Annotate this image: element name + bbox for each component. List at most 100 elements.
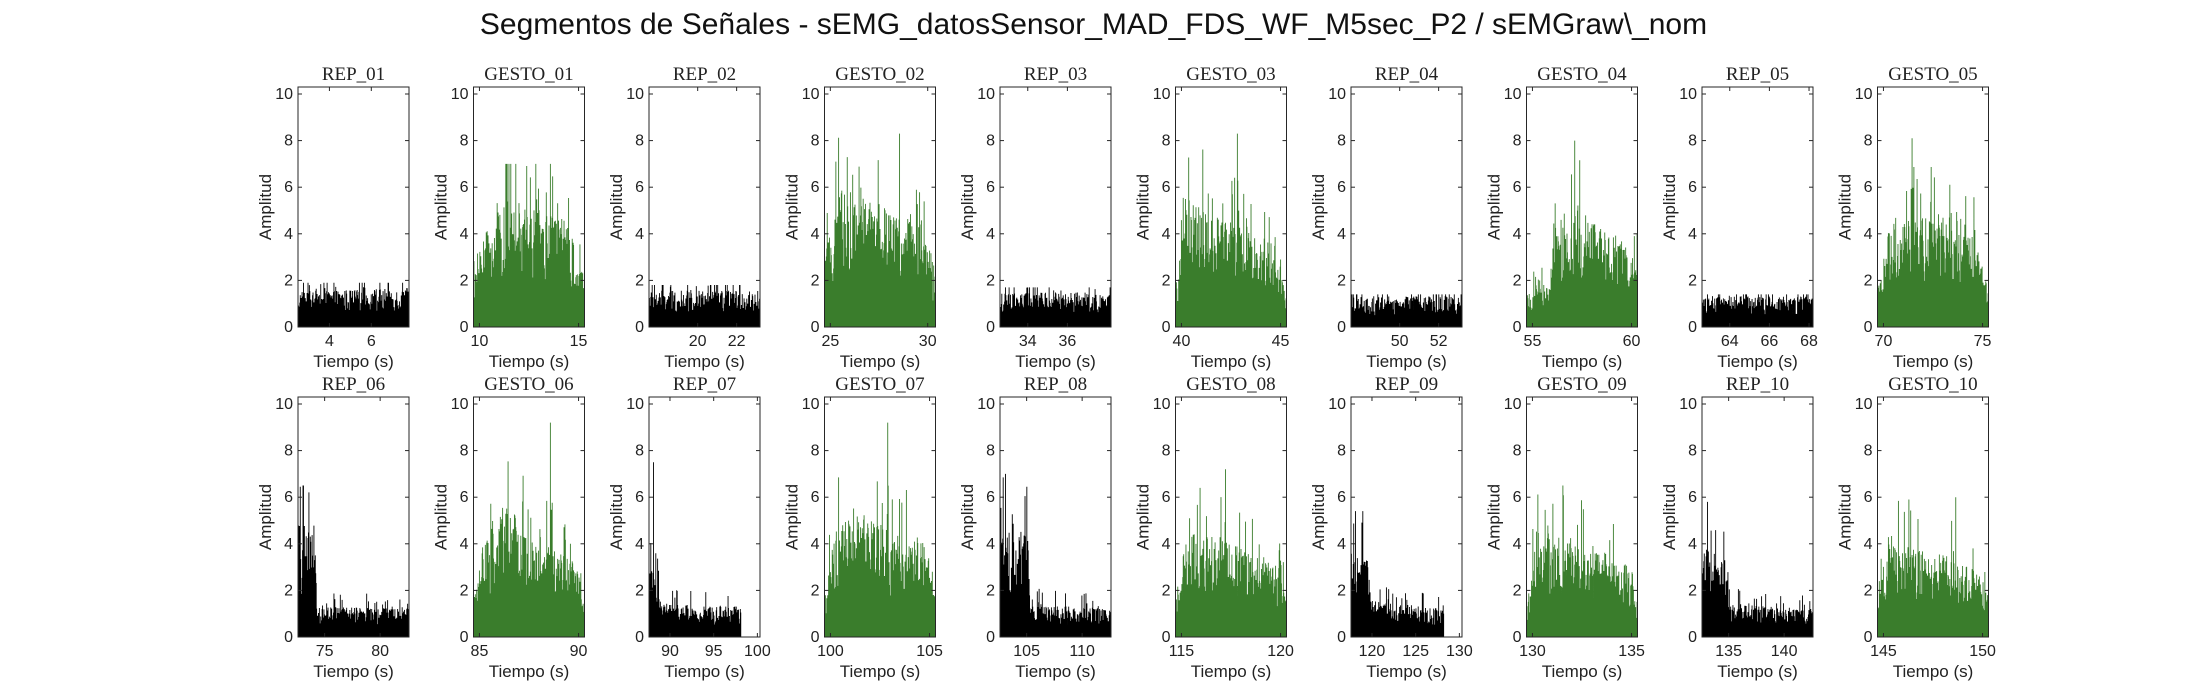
y-tick-label: 4 [1688, 536, 1697, 553]
x-axis-label: Tiempo (s) [664, 662, 745, 681]
axes-box [824, 396, 936, 638]
x-tick-label: 10 [471, 333, 489, 350]
y-axis-label: Amplitud [1134, 174, 1153, 240]
x-axis-label: Tiempo (s) [1366, 352, 1447, 371]
subplot-title: REP_03 [1024, 64, 1087, 85]
y-tick-label: 6 [1513, 489, 1522, 506]
signal-trace [648, 285, 761, 327]
y-tick-label: 6 [986, 179, 995, 196]
x-tick-label: 22 [728, 333, 746, 350]
y-tick-label: 6 [1864, 179, 1873, 196]
x-tick-label: 15 [570, 333, 588, 350]
x-tick-label: 120 [1359, 643, 1386, 660]
signal-trace [1701, 294, 1814, 327]
signal-trace [297, 485, 410, 637]
axes-box [999, 396, 1112, 638]
y-tick-label: 0 [1688, 319, 1697, 336]
y-tick-label: 10 [626, 396, 644, 413]
x-tick-label: 145 [1870, 643, 1897, 660]
subplot-gesto-04: 0 2 4 6 8 10 55 60 GESTO_04 Tiempo (s) Amplitud [1485, 64, 1641, 371]
y-axis-label: Amplitud [1485, 484, 1504, 550]
y-tick-label: 6 [1864, 489, 1873, 506]
y-tick-label: 10 [626, 86, 644, 103]
x-tick-label: 130 [1446, 643, 1473, 660]
x-tick-label: 80 [371, 643, 389, 660]
y-tick-label: 6 [460, 489, 469, 506]
subplot-rep-07: 0 2 4 6 8 10 90 95 100 REP_07 Tiempo (s) Amplitud [607, 374, 771, 681]
signal-trace [1350, 511, 1445, 637]
signal-trace [473, 163, 585, 327]
y-tick-label: 6 [1162, 179, 1171, 196]
y-tick-label: 4 [1864, 226, 1873, 243]
x-axis-label: Tiempo (s) [313, 662, 394, 681]
y-tick-label: 4 [986, 536, 995, 553]
y-tick-label: 4 [460, 536, 469, 553]
subplot-title: GESTO_09 [1537, 374, 1626, 395]
y-tick-label: 2 [460, 582, 469, 599]
y-axis-label: Amplitud [607, 484, 626, 550]
y-tick-label: 10 [1855, 86, 1873, 103]
y-tick-label: 0 [635, 629, 644, 646]
subplot-gesto-01: 0 2 4 6 8 10 10 15 GESTO_01 Tiempo (s) Amplitud [432, 64, 588, 371]
y-tick-label: 0 [284, 319, 293, 336]
x-tick-label: 100 [817, 643, 844, 660]
x-tick-label: 34 [1019, 333, 1037, 350]
y-tick-label: 0 [1162, 629, 1171, 646]
x-tick-label: 125 [1402, 643, 1429, 660]
x-tick-label: 70 [1875, 333, 1893, 350]
subplot-gesto-02: 0 2 4 6 8 10 25 30 GESTO_02 Tiempo (s) Amplitud [783, 64, 937, 371]
y-axis-label: Amplitud [1309, 174, 1328, 240]
axes-box [297, 86, 410, 328]
axes-box [1350, 396, 1463, 638]
y-tick-label: 2 [284, 582, 293, 599]
x-tick-label: 30 [919, 333, 937, 350]
y-tick-label: 10 [802, 396, 820, 413]
y-tick-label: 0 [284, 629, 293, 646]
signal-trace [1701, 501, 1814, 637]
y-tick-label: 10 [977, 396, 995, 413]
y-axis-label: Amplitud [1485, 174, 1504, 240]
x-tick-label: 90 [570, 643, 588, 660]
y-tick-label: 8 [635, 443, 644, 460]
y-tick-label: 8 [1864, 133, 1873, 150]
x-axis-label: Tiempo (s) [840, 662, 921, 681]
x-axis-label: Tiempo (s) [1893, 352, 1974, 371]
y-tick-label: 0 [1162, 319, 1171, 336]
y-tick-label: 6 [986, 489, 995, 506]
y-tick-label: 4 [811, 536, 820, 553]
y-tick-label: 2 [1337, 272, 1346, 289]
y-tick-label: 2 [811, 582, 820, 599]
x-tick-label: 135 [1618, 643, 1645, 660]
y-tick-label: 4 [635, 226, 644, 243]
y-tick-label: 4 [811, 226, 820, 243]
y-tick-label: 6 [1162, 489, 1171, 506]
y-tick-label: 8 [1513, 133, 1522, 150]
x-axis-label: Tiempo (s) [1366, 662, 1447, 681]
x-tick-label: 40 [1173, 333, 1191, 350]
axes-box [473, 396, 585, 638]
x-axis-label: Tiempo (s) [1015, 662, 1096, 681]
subplot-title: GESTO_10 [1888, 374, 1977, 395]
x-tick-label: 85 [471, 643, 489, 660]
y-tick-label: 8 [1864, 443, 1873, 460]
subplot-gesto-05: 0 2 4 6 8 10 70 75 GESTO_05 Tiempo (s) Amplitud [1836, 64, 1992, 371]
x-tick-label: 4 [325, 333, 334, 350]
subplot-gesto-10: 0 2 4 6 8 10 145 150 GESTO_10 Tiempo (s) Amplitud [1836, 374, 1996, 681]
x-tick-label: 20 [689, 333, 707, 350]
y-tick-label: 6 [1337, 179, 1346, 196]
x-tick-label: 110 [1069, 643, 1095, 660]
y-tick-label: 2 [1688, 582, 1697, 599]
axes-box [1701, 86, 1814, 328]
y-tick-label: 4 [460, 226, 469, 243]
signal-trace [1350, 294, 1463, 327]
subplot-gesto-08: 0 2 4 6 8 10 115 120 GESTO_08 Tiempo (s) Amplitud [1134, 374, 1294, 681]
subplot-rep-01: 0 2 4 6 8 10 4 6 REP_01 Tiempo (s) Amplitud [256, 64, 410, 371]
axes-box [1526, 396, 1638, 638]
x-axis-label: Tiempo (s) [1717, 352, 1798, 371]
y-tick-label: 2 [635, 272, 644, 289]
subplot-title: REP_07 [673, 374, 736, 395]
y-tick-label: 10 [1153, 396, 1171, 413]
subplot-gesto-07: 0 2 4 6 8 10 100 105 GESTO_07 Tiempo (s) Amplitud [783, 374, 943, 681]
signal-trace [824, 133, 936, 327]
